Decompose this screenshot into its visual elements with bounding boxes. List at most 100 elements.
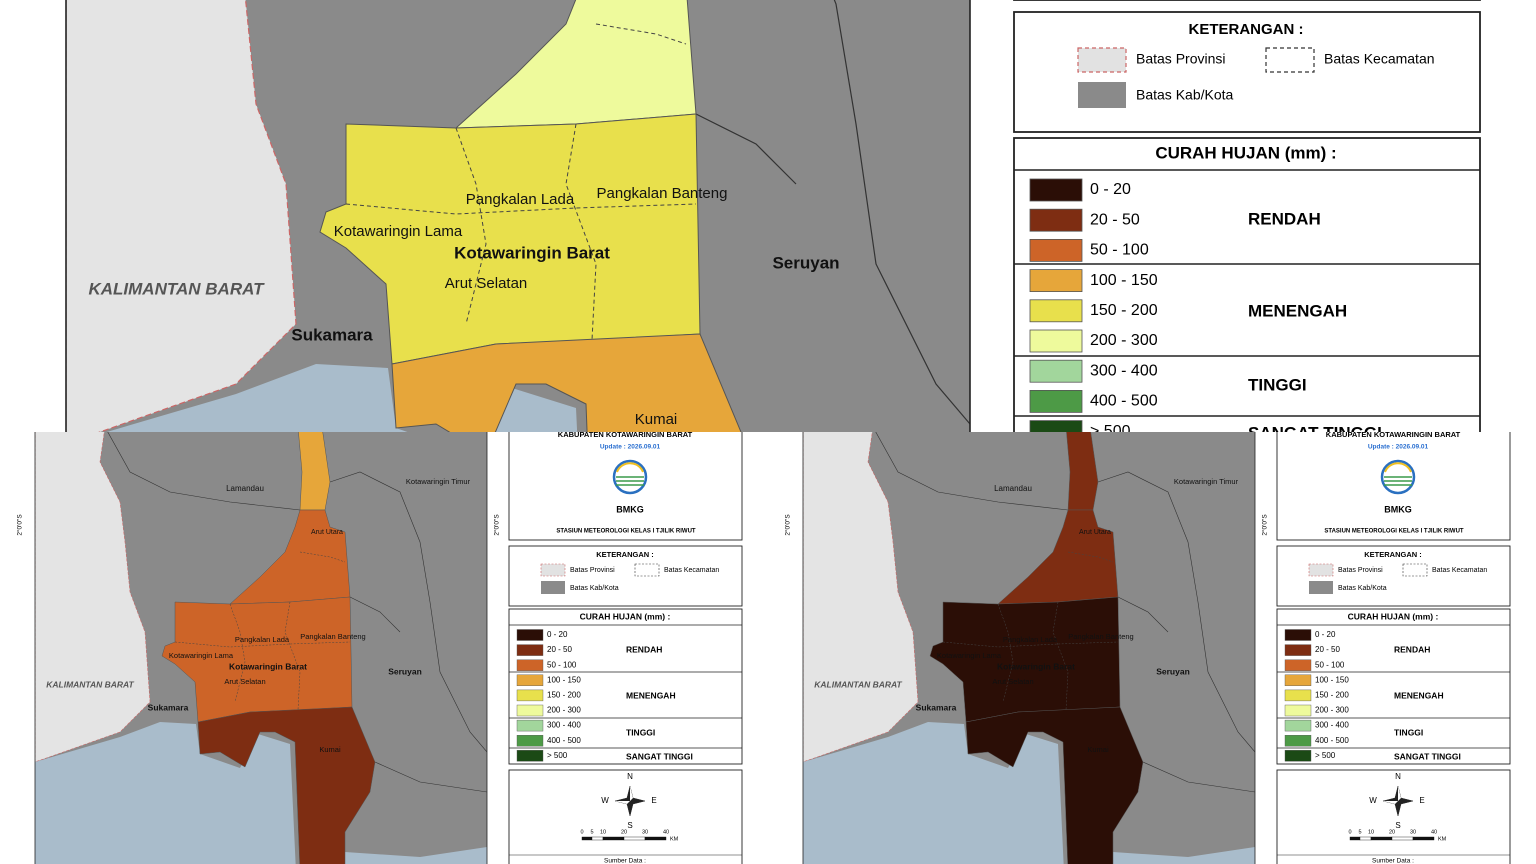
class-swatch [1029,299,1083,323]
coordinate-label: 2°0'0"S [1261,514,1269,536]
class-label: 100 - 150 [547,675,581,684]
class-swatch [516,629,544,641]
compass-label: W [1369,796,1377,805]
class-label: 200 - 300 [547,706,581,715]
rainfall-zone [391,333,742,432]
keterangan-title: KETERANGAN : [1189,21,1304,38]
class-swatch [516,659,544,671]
group-label: TINGGI [626,727,655,737]
compass-label: E [1419,796,1424,805]
class-label: > 500 [1090,423,1131,432]
class-swatch [1284,719,1312,732]
class-label: 50 - 100 [1315,660,1345,669]
class-label: 50 - 100 [547,660,577,669]
compass-label: N [627,772,633,781]
map-panel: Lamandau Kotawaringin Timur Arut Utara Pang… [16,432,743,864]
class-label: > 500 [1315,751,1336,760]
place-label: Kotawaringin Lama [169,651,234,660]
place-label: Kotawaringin Lama [937,651,1002,660]
province-area [803,432,919,763]
class-label: 0 - 20 [1315,630,1336,639]
class-swatch [1284,689,1312,702]
regency-boundary [875,432,1069,511]
district-boundary [284,601,301,711]
swatch [1077,47,1127,73]
scale-unit: KM [1438,836,1447,842]
class-swatch [1284,735,1312,747]
scale-label: 40 [1431,829,1437,835]
group-label: RENDAH [1394,644,1430,654]
regency-boundary [1142,761,1255,793]
sea [342,847,487,864]
class-label: 400 - 500 [547,736,581,745]
class-label: 200 - 300 [1090,332,1158,349]
legend-item: Batas Kecamatan [664,567,719,574]
scale-label: 40 [663,829,669,835]
class-swatch [516,644,544,656]
class-swatch [1284,674,1312,687]
update-date: Update : 2026.09.01 [1368,444,1429,451]
scale-unit: KM [670,836,679,842]
rainfall-title: CURAH HUJAN (mm) : [1155,143,1336,162]
regency-boundary [329,471,487,753]
logo-text: BMKG [1384,504,1412,514]
map: Lamandau Kotawaringin Timur Arut Utara Pang… [803,432,1255,864]
class-swatch [1284,750,1312,762]
legend-box [508,608,743,765]
place-label: Kotawaringin Barat [454,243,610,262]
sea [35,722,296,864]
map-panel: Lamandau Kotawaringin Timur Arut Utara Pang… [784,432,1511,864]
class-swatch [516,689,544,702]
coordinate-label: 2°0'0"S [16,514,24,536]
legend-item: Batas Kab/Kota [1338,585,1387,592]
source: Sumber Data : [604,858,646,864]
class-label: 100 - 150 [1315,675,1349,684]
place-label: Arut Selatan [992,677,1033,686]
place-label: Kumai [319,745,341,754]
station: STASIUN METEOROLOGI KELAS I TJILIK RIWUT [556,529,696,535]
scale-label: 10 [600,829,606,835]
map-frame [34,432,488,864]
legend-item: Batas Kab/Kota [1136,87,1234,103]
scale-bar [623,836,646,841]
group-label: MENENGAH [626,690,676,700]
class-label: 300 - 400 [1090,362,1158,379]
place-label: Pangkalan Banteng [1068,632,1133,641]
district-boundary [345,203,697,215]
compass-label: N [1395,772,1401,781]
class-swatch [1029,178,1083,202]
swatch [541,581,565,594]
class-label: 300 - 400 [1315,721,1349,730]
class-swatch [1029,420,1083,432]
class-label: 150 - 200 [547,691,581,700]
place-label: Arut Utara [311,529,343,536]
place-label: KALIMANTAN BARAT [814,679,902,689]
class-swatch [1029,329,1083,353]
scale-label: 0 [580,829,583,835]
legend-item: Batas Provinsi [1136,51,1225,67]
class-label: 300 - 400 [547,721,581,730]
class-swatch [516,704,544,717]
district-boundary [997,603,1014,703]
place-label: Pangkalan Lada [466,191,575,208]
legend-item: Batas Kab/Kota [570,585,619,592]
legend-item: Batas Provinsi [1338,567,1383,574]
map-frame [802,432,1256,864]
coordinate-label: 2°0'0"S [784,514,792,536]
place-label: Arut Selatan [224,677,265,686]
place-label: Seruyan [772,253,839,272]
place-label: Sukamara [148,702,189,712]
coordinate-label: 2°0'0"S [493,514,501,536]
place-label: Pangkalan Banteng [300,632,365,641]
class-label: 400 - 500 [1315,736,1349,745]
legend-box [1276,769,1511,864]
place-label: Kumai [1087,745,1109,754]
sea [106,364,578,432]
scale-label: 20 [621,829,627,835]
regency-boundary [107,432,301,511]
class-label: 50 - 100 [1090,242,1149,259]
scale-label: 5 [1358,829,1361,835]
scale-bar [581,836,593,841]
rainfall-title: CURAH HUJAN (mm) : [580,611,671,621]
swatch [1265,47,1315,73]
